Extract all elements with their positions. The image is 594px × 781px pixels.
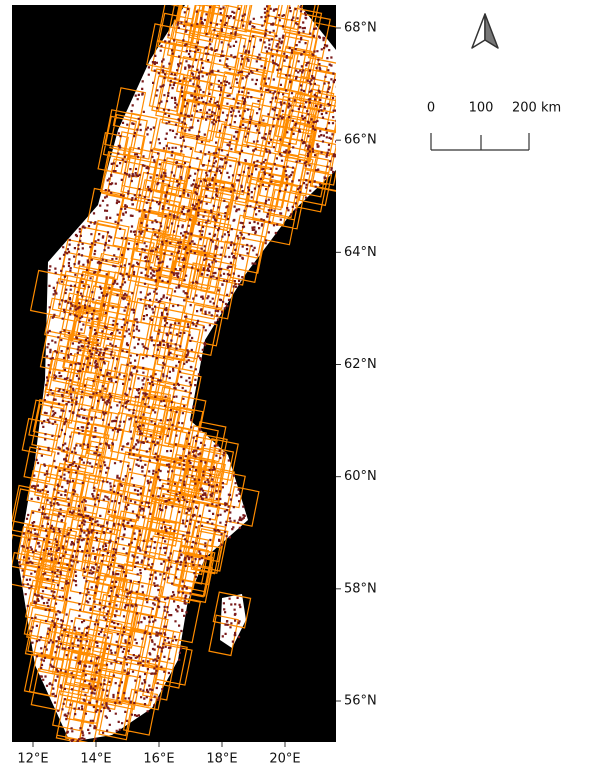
north-arrow <box>472 14 498 48</box>
lon-tick-label: 18°E <box>206 752 237 767</box>
lon-tick-label: 16°E <box>143 752 174 767</box>
lat-tick-label: 64°N <box>344 245 377 260</box>
lon-tick-label: 14°E <box>80 752 111 767</box>
lat-tick-label: 66°N <box>344 133 377 148</box>
lat-tick-label: 68°N <box>344 21 377 36</box>
lat-tick-label: 58°N <box>344 581 377 596</box>
lat-tick-label: 62°N <box>344 357 377 372</box>
scale-label: 200 km <box>512 101 561 116</box>
lon-tick-label: 20°E <box>269 752 300 767</box>
scale-bar <box>431 133 529 150</box>
lon-tick-label: 12°E <box>17 752 48 767</box>
page: {"map": { "lat_ticks": [ {"value": 68, "… <box>0 0 594 777</box>
lat-tick-label: 56°N <box>344 694 377 709</box>
scale-label: 100 <box>469 101 494 116</box>
lat-tick-label: 60°N <box>344 469 377 484</box>
scale-label: 0 <box>427 101 435 116</box>
map-figure: 0 100 200 km 68°N 66°N 64°N 62°N 60°N 58°N 56°… <box>0 0 594 777</box>
